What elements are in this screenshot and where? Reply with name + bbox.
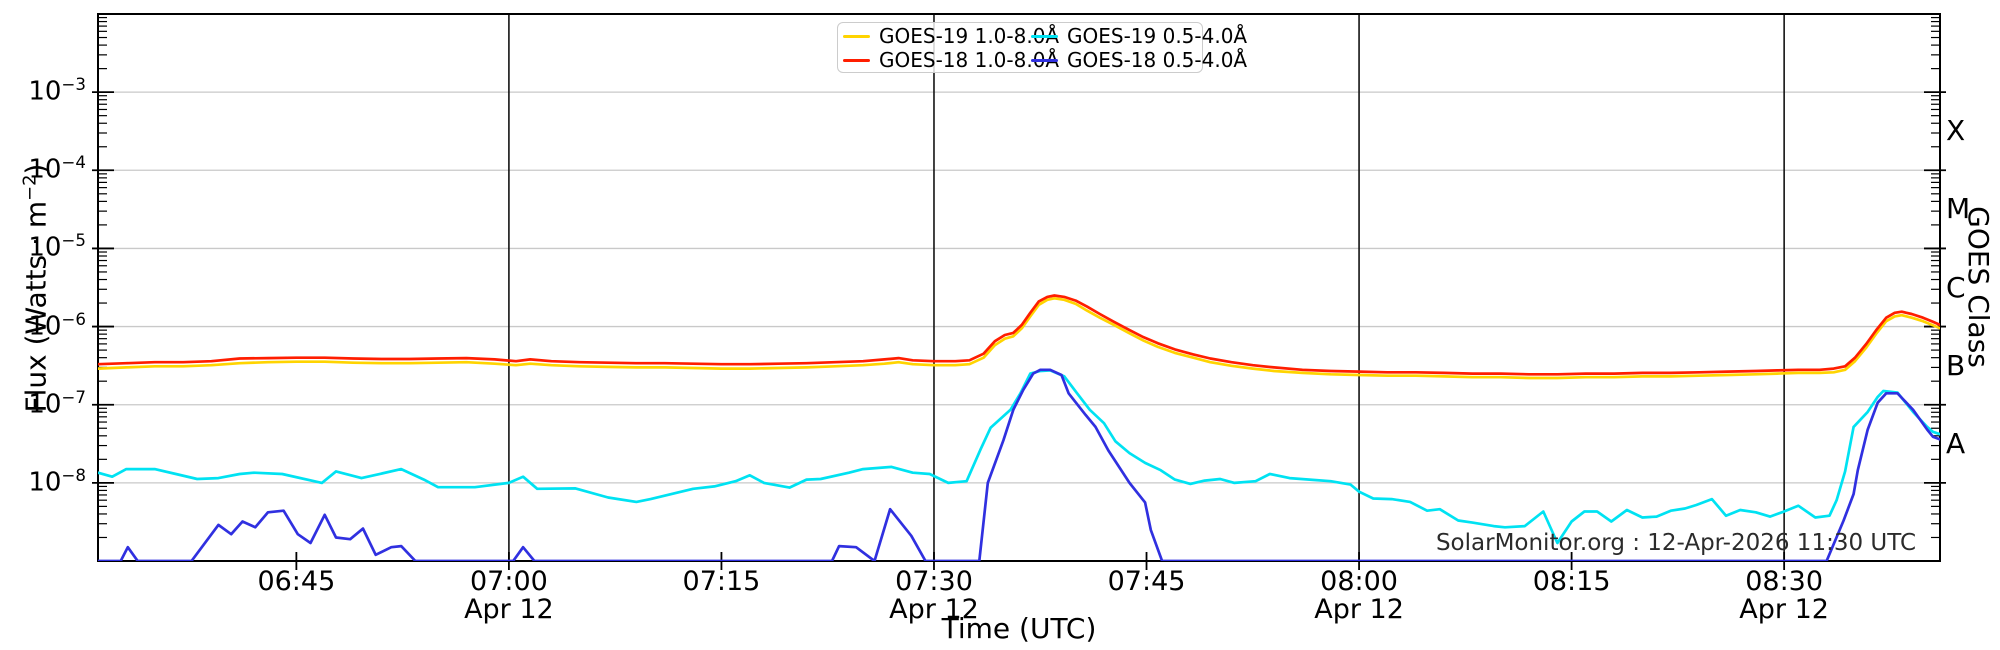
legend-item: GOES-19 0.5-4.0Å xyxy=(1031,24,1247,48)
x-tick-label: 08:30 xyxy=(1745,566,1824,597)
y-tick-label: 10−4 xyxy=(28,153,86,185)
goes-class-letter: X xyxy=(1946,114,1966,148)
legend-line-sample xyxy=(1031,34,1058,38)
y-tick-label: 10−6 xyxy=(28,309,86,342)
legend-line-sample xyxy=(1031,58,1058,62)
legend: GOES-19 1.0-8.0Å GOES-18 1.0-8.0Å GOES-1… xyxy=(837,22,1247,73)
credit-annotation: SolarMonitor.org : 12-Apr-2026 11:30 UTC xyxy=(1435,530,1916,556)
y-tick-label: 10−5 xyxy=(28,231,86,263)
x-tick-label: 06:45 xyxy=(257,566,336,597)
y-tick-label: 10−7 xyxy=(28,387,86,420)
legend-label: GOES-19 1.0-8.0Å xyxy=(879,24,1060,48)
right-axis-title: GOES Class xyxy=(1962,206,1995,368)
x-date-label: Apr 12 xyxy=(1739,594,1829,625)
goes-class-letter: C xyxy=(1946,270,1966,304)
goes-class-letter: B xyxy=(1946,348,1966,382)
y-tick-label: 10−8 xyxy=(28,465,86,498)
legend-item: GOES-18 1.0-8.0Å xyxy=(843,48,1059,72)
legend-label: GOES-19 0.5-4.0Å xyxy=(1067,24,1248,48)
x-tick-label: 08:00 xyxy=(1320,566,1398,597)
x-tick-label: 07:30 xyxy=(895,566,973,597)
x-axis-title: Time (UTC) xyxy=(941,612,1097,645)
x-date-label: Apr 12 xyxy=(464,594,554,625)
x-tick-label: 07:00 xyxy=(470,566,548,597)
legend-item: GOES-19 1.0-8.0Å xyxy=(843,24,1059,48)
y-tick-label: 10−3 xyxy=(28,75,86,107)
legend-line-sample xyxy=(843,34,870,38)
legend-label: GOES-18 0.5-4.0Å xyxy=(1067,48,1248,72)
goes-class-letter: A xyxy=(1946,426,1966,460)
x-tick-label: 08:15 xyxy=(1532,566,1611,597)
legend-label: GOES-18 1.0-8.0Å xyxy=(879,48,1060,72)
legend-line-sample xyxy=(843,58,870,62)
x-tick-label: 07:45 xyxy=(1107,566,1186,597)
y-axis-title: Flux (Watts · m−2) xyxy=(19,163,53,413)
goes-class-letter: M xyxy=(1946,192,1971,226)
x-date-label: Apr 12 xyxy=(889,594,979,625)
x-tick-label: 07:15 xyxy=(682,566,761,597)
legend-item: GOES-18 0.5-4.0Å xyxy=(1031,48,1247,72)
x-date-label: Apr 12 xyxy=(1314,594,1404,625)
